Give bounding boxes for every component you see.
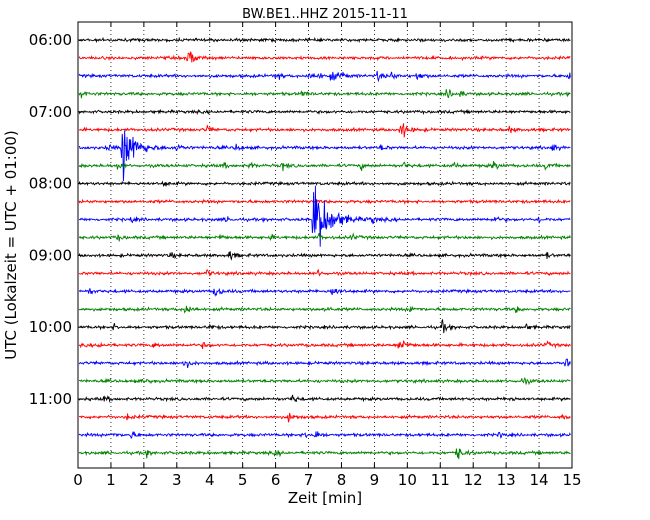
y-tick-label: 09:00 xyxy=(29,246,72,264)
x-tick-label: 9 xyxy=(370,471,380,489)
x-tick-label: 11 xyxy=(431,471,450,489)
y-axis-ticks: 06:00 07:00 08:00 09:00 10:00 11:00 xyxy=(29,31,83,408)
x-tick-label: 7 xyxy=(304,471,314,489)
x-tick-label: 2 xyxy=(139,471,149,489)
chart-title: BW.BE1..HHZ 2015-11-11 xyxy=(242,7,408,22)
x-axis-ticks: 0 1 2 3 4 5 6 7 8 9 10 11 12 13 14 15 xyxy=(73,22,582,489)
trace-0700 xyxy=(78,108,571,116)
trace-1100 xyxy=(78,394,571,404)
trace-0945 xyxy=(78,305,571,314)
x-axis-label: Zeit [min] xyxy=(288,489,362,507)
trace-0600 xyxy=(78,36,571,44)
trace-0645 xyxy=(78,89,571,99)
x-tick-label: 14 xyxy=(530,471,549,489)
plot-background xyxy=(78,22,572,468)
trace-1130 xyxy=(78,430,571,440)
trace-0830 xyxy=(78,185,571,247)
x-tick-label: 0 xyxy=(73,471,83,489)
x-tick-label: 5 xyxy=(238,471,248,489)
y-tick-label: 08:00 xyxy=(29,175,72,193)
y-tick-label: 11:00 xyxy=(29,390,72,408)
trace-0615 xyxy=(78,51,571,63)
trace-0900 xyxy=(78,251,571,261)
trace-1000 xyxy=(78,318,571,334)
trace-0715 xyxy=(78,123,571,138)
trace-1030 xyxy=(78,358,571,369)
x-tick-label: 1 xyxy=(106,471,116,489)
x-tick-label: 8 xyxy=(337,471,347,489)
trace-1115 xyxy=(78,412,571,424)
y-tick-label: 10:00 xyxy=(29,318,72,336)
trace-1045 xyxy=(78,376,571,386)
trace-0930 xyxy=(78,287,571,297)
trace-1015 xyxy=(78,340,571,350)
x-tick-label: 6 xyxy=(271,471,281,489)
trace-0745 xyxy=(78,160,571,172)
trace-1145 xyxy=(78,448,571,460)
x-tick-label: 15 xyxy=(562,471,581,489)
seismogram-traces xyxy=(78,36,571,460)
trace-0800 xyxy=(78,180,571,188)
x-tick-label: 13 xyxy=(497,471,516,489)
trace-0845 xyxy=(78,232,571,242)
trace-0630 xyxy=(78,70,571,83)
x-tick-label: 3 xyxy=(172,471,182,489)
trace-0915 xyxy=(78,269,571,277)
y-tick-label: 07:00 xyxy=(29,103,72,121)
y-axis-label: UTC (Lokalzeit = UTC + 01:00) xyxy=(2,130,20,360)
x-tick-label: 4 xyxy=(205,471,215,489)
trace-0730 xyxy=(78,130,571,182)
y-tick-label: 06:00 xyxy=(29,31,72,49)
plot-frame xyxy=(77,21,573,469)
x-tick-label: 10 xyxy=(398,471,417,489)
x-tick-label: 12 xyxy=(464,471,483,489)
